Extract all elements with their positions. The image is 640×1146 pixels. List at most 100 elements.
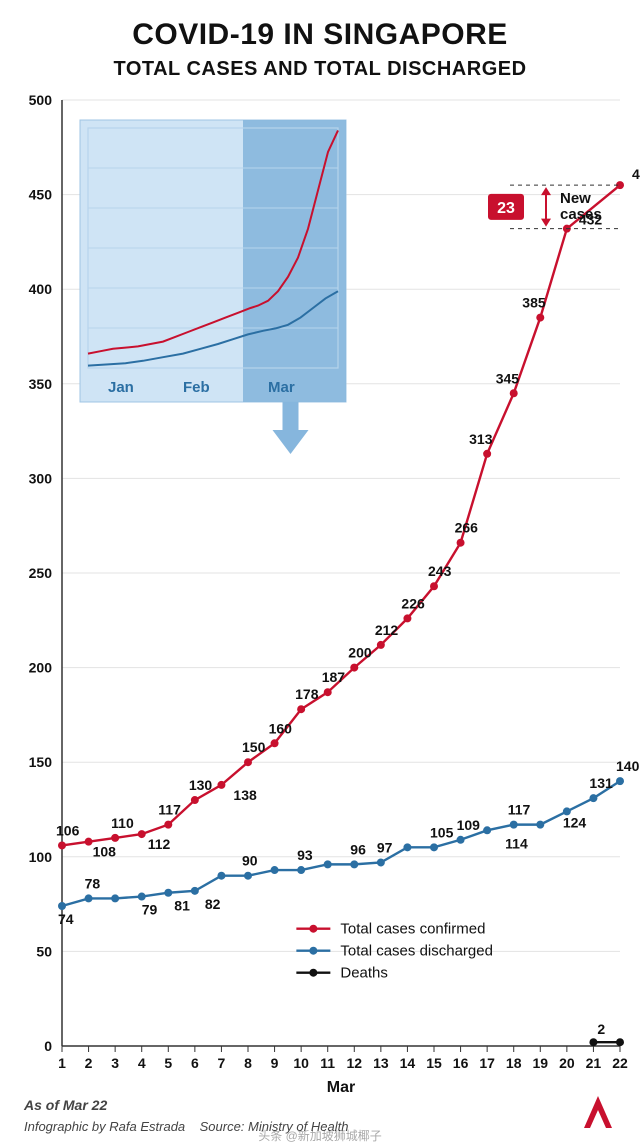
y-tick-label: 400 bbox=[29, 281, 53, 297]
data-label-confirmed: 106 bbox=[56, 822, 80, 838]
data-label-discharged: 105 bbox=[430, 824, 454, 840]
legend-marker-deaths bbox=[309, 969, 317, 977]
series-marker-discharged bbox=[324, 860, 332, 868]
data-label-confirmed: 112 bbox=[148, 836, 171, 852]
x-tick-label: 4 bbox=[138, 1055, 146, 1071]
x-tick-label: 19 bbox=[532, 1055, 548, 1071]
publisher-logo bbox=[580, 1092, 616, 1132]
legend-label-discharged: Total cases discharged bbox=[340, 943, 493, 960]
x-tick-label: 17 bbox=[479, 1055, 495, 1071]
x-tick-label: 18 bbox=[506, 1055, 522, 1071]
data-label-confirmed: 138 bbox=[233, 787, 257, 803]
series-marker-confirmed bbox=[536, 314, 544, 322]
callout-badge-value: 23 bbox=[497, 200, 515, 217]
data-label-discharged: 117 bbox=[508, 802, 531, 818]
series-marker-discharged bbox=[536, 821, 544, 829]
y-tick-label: 100 bbox=[29, 849, 53, 865]
series-marker-confirmed bbox=[271, 739, 279, 747]
x-tick-label: 15 bbox=[426, 1055, 442, 1071]
series-marker-discharged bbox=[510, 821, 518, 829]
inset-month-label: Feb bbox=[183, 379, 210, 396]
series-marker-confirmed bbox=[510, 389, 518, 397]
series-marker-confirmed bbox=[58, 841, 66, 849]
series-marker-discharged bbox=[297, 866, 305, 874]
series-marker-confirmed bbox=[191, 796, 199, 804]
data-label-confirmed: 455 bbox=[632, 166, 640, 182]
callout-label: cases bbox=[560, 206, 602, 223]
y-tick-label: 0 bbox=[44, 1038, 52, 1054]
legend-marker-confirmed bbox=[309, 925, 317, 933]
series-marker-confirmed bbox=[483, 450, 491, 458]
x-tick-label: 10 bbox=[293, 1055, 309, 1071]
x-tick-label: 6 bbox=[191, 1055, 199, 1071]
data-label-confirmed: 160 bbox=[269, 720, 293, 736]
x-tick-label: 22 bbox=[612, 1055, 628, 1071]
data-label-discharged: 90 bbox=[242, 853, 258, 869]
y-tick-label: 50 bbox=[36, 943, 52, 959]
data-label-discharged: 96 bbox=[350, 841, 366, 857]
footer-credit-left: Infographic by Rafa Estrada bbox=[24, 1119, 185, 1134]
series-marker-discharged bbox=[271, 866, 279, 874]
data-label-discharged: 93 bbox=[297, 847, 313, 863]
y-tick-label: 300 bbox=[29, 470, 53, 486]
series-marker-confirmed bbox=[164, 821, 172, 829]
data-label-confirmed: 266 bbox=[455, 520, 479, 536]
watermark: 头条 @新加坡狮城椰子 bbox=[258, 1127, 382, 1144]
series-marker-confirmed bbox=[85, 838, 93, 846]
series-marker-confirmed bbox=[430, 582, 438, 590]
series-marker-confirmed bbox=[217, 781, 225, 789]
series-marker-discharged bbox=[244, 872, 252, 880]
series-marker-discharged bbox=[217, 872, 225, 880]
data-label-discharged: 78 bbox=[85, 875, 101, 891]
series-marker-discharged bbox=[403, 843, 411, 851]
series-marker-confirmed bbox=[377, 641, 385, 649]
data-label-confirmed: 108 bbox=[93, 844, 117, 860]
data-label-confirmed: 243 bbox=[428, 563, 452, 579]
data-label-discharged: 109 bbox=[457, 817, 481, 833]
inset-month-label: Mar bbox=[268, 379, 295, 396]
data-label-discharged: 140 bbox=[616, 758, 640, 774]
x-axis-label: Mar bbox=[327, 1079, 355, 1096]
data-label-discharged: 114 bbox=[505, 835, 528, 851]
data-label-discharged: 79 bbox=[142, 902, 158, 918]
data-label-discharged: 74 bbox=[58, 911, 74, 927]
data-label-discharged: 97 bbox=[377, 839, 393, 855]
data-label-deaths: 2 bbox=[597, 1021, 605, 1037]
series-marker-discharged bbox=[616, 777, 624, 785]
series-marker-discharged bbox=[350, 860, 358, 868]
series-marker-deaths bbox=[589, 1038, 597, 1046]
series-marker-confirmed bbox=[111, 834, 119, 842]
x-tick-label: 1 bbox=[58, 1055, 66, 1071]
x-tick-label: 11 bbox=[320, 1055, 335, 1071]
legend-marker-discharged bbox=[309, 947, 317, 955]
series-marker-discharged bbox=[85, 894, 93, 902]
x-tick-label: 2 bbox=[85, 1055, 93, 1071]
x-tick-label: 9 bbox=[271, 1055, 279, 1071]
data-label-confirmed: 130 bbox=[189, 777, 213, 793]
y-tick-label: 450 bbox=[29, 187, 53, 203]
y-tick-label: 200 bbox=[29, 660, 53, 676]
data-label-confirmed: 187 bbox=[322, 669, 346, 685]
series-marker-discharged bbox=[589, 794, 597, 802]
data-label-confirmed: 178 bbox=[295, 686, 319, 702]
series-marker-confirmed bbox=[350, 664, 358, 672]
inset-month-label: Jan bbox=[108, 379, 134, 396]
data-label-discharged: 131 bbox=[589, 775, 613, 791]
data-label-confirmed: 313 bbox=[469, 431, 493, 447]
data-label-confirmed: 212 bbox=[375, 622, 399, 638]
series-marker-discharged bbox=[430, 843, 438, 851]
data-label-confirmed: 345 bbox=[496, 370, 520, 386]
legend-label-confirmed: Total cases confirmed bbox=[340, 921, 485, 938]
data-label-discharged: 82 bbox=[205, 896, 221, 912]
series-line-discharged bbox=[62, 781, 620, 906]
series-marker-discharged bbox=[164, 889, 172, 897]
y-tick-label: 150 bbox=[29, 754, 53, 770]
x-tick-label: 20 bbox=[559, 1055, 575, 1071]
x-tick-label: 16 bbox=[453, 1055, 469, 1071]
inset-arrow-icon bbox=[283, 402, 299, 430]
series-marker-discharged bbox=[457, 836, 465, 844]
x-tick-label: 3 bbox=[111, 1055, 119, 1071]
series-marker-confirmed bbox=[297, 705, 305, 713]
data-label-discharged: 124 bbox=[563, 814, 587, 830]
data-label-discharged: 81 bbox=[174, 898, 190, 914]
